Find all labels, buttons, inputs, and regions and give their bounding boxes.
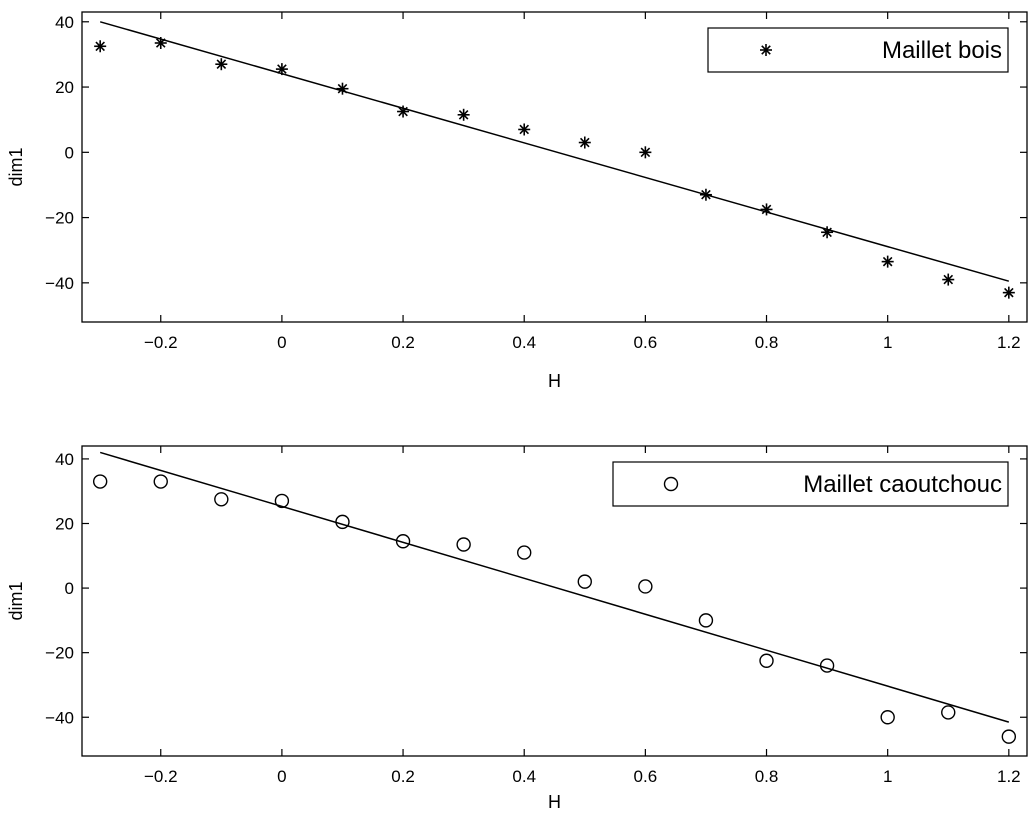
star-stroke xyxy=(216,59,227,70)
y-axis-label: dim1 xyxy=(6,581,26,620)
legend: Maillet bois xyxy=(707,27,1009,73)
data-point xyxy=(215,58,228,71)
x-tick-label: 0.2 xyxy=(391,767,415,786)
legend-label: Maillet caoutchouc xyxy=(803,471,1002,498)
data-point xyxy=(94,40,107,53)
data-point xyxy=(92,474,108,489)
legend-box xyxy=(612,461,1009,507)
data-point xyxy=(154,37,167,49)
x-tick-label: 1.2 xyxy=(997,333,1021,352)
x-axis-label: H xyxy=(548,371,561,391)
star-stroke xyxy=(943,274,954,285)
star-stroke xyxy=(337,83,348,94)
data-point xyxy=(759,653,774,668)
x-tick-label: 0.6 xyxy=(634,767,658,786)
star-stroke xyxy=(155,38,166,48)
data-point xyxy=(395,534,411,549)
star-stroke xyxy=(882,256,893,267)
star-stroke xyxy=(519,124,530,135)
legend: Maillet caoutchouc xyxy=(612,461,1009,507)
data-point xyxy=(819,658,835,673)
data-point xyxy=(577,574,592,589)
x-tick-label: 0.6 xyxy=(634,333,658,352)
data-point xyxy=(456,537,471,552)
data-point xyxy=(335,514,350,530)
x-tick-label: 0.4 xyxy=(512,333,536,352)
data-point xyxy=(698,613,714,628)
data-point xyxy=(214,492,229,507)
x-tick-label: 1.2 xyxy=(997,767,1021,786)
data-point xyxy=(942,273,955,286)
y-tick-label: −40 xyxy=(45,708,74,727)
y-tick-label: 40 xyxy=(55,450,74,469)
legend-marker-star-icon xyxy=(760,44,772,56)
data-point xyxy=(457,108,470,121)
star-stroke xyxy=(458,109,469,120)
y-tick-label: 40 xyxy=(55,13,74,32)
x-tick-label: 0 xyxy=(277,767,286,786)
y-tick-label: −40 xyxy=(45,274,74,293)
data-point xyxy=(517,545,532,560)
y-tick-label: −20 xyxy=(45,644,74,663)
data-point xyxy=(1001,729,1017,744)
axes-box xyxy=(81,445,1028,757)
data-point xyxy=(275,63,288,76)
legend-box xyxy=(707,27,1009,73)
data-point xyxy=(821,226,834,239)
data-point xyxy=(578,136,591,149)
data-point xyxy=(881,255,894,268)
y-tick-label: 0 xyxy=(65,579,74,598)
data-point xyxy=(760,203,773,216)
data-point xyxy=(518,123,531,136)
data-point xyxy=(274,493,290,509)
star-stroke xyxy=(822,227,832,238)
fit-line xyxy=(99,21,1010,282)
x-tick-label: −0.2 xyxy=(144,767,178,786)
legend-marker-circle-icon xyxy=(663,476,679,492)
data-point xyxy=(1002,286,1015,299)
x-tick-label: 0.2 xyxy=(391,333,415,352)
data-point xyxy=(699,188,712,201)
y-tick-label: −20 xyxy=(45,209,74,228)
y-tick-label: 20 xyxy=(55,78,74,97)
data-point xyxy=(941,705,956,720)
x-tick-label: 1 xyxy=(883,767,892,786)
data-point xyxy=(880,710,895,725)
x-tick-label: 0 xyxy=(277,333,286,352)
data-point xyxy=(153,474,168,489)
star-stroke xyxy=(95,41,105,52)
star-stroke xyxy=(579,137,590,148)
star-stroke xyxy=(761,204,772,215)
y-axis-label: dim1 xyxy=(6,147,26,186)
star-stroke xyxy=(640,147,651,158)
star-stroke xyxy=(277,64,287,74)
star-stroke xyxy=(398,106,408,117)
star-stroke xyxy=(761,45,771,55)
x-tick-label: −0.2 xyxy=(144,333,178,352)
y-tick-label: 0 xyxy=(65,143,74,162)
data-point xyxy=(639,146,652,159)
x-tick-label: 1 xyxy=(883,333,892,352)
x-tick-label: 0.4 xyxy=(512,767,536,786)
data-point xyxy=(397,105,410,118)
axes-box xyxy=(81,11,1028,323)
star-stroke xyxy=(1004,287,1014,298)
data-point xyxy=(336,82,349,95)
star-stroke xyxy=(701,189,711,200)
y-tick-label: 20 xyxy=(55,515,74,534)
x-tick-label: 0.8 xyxy=(755,333,779,352)
x-axis-label: H xyxy=(548,792,561,812)
data-point xyxy=(638,579,653,594)
x-tick-label: 0.8 xyxy=(755,767,779,786)
legend-label: Maillet bois xyxy=(882,37,1002,64)
fit-line xyxy=(99,451,1010,723)
